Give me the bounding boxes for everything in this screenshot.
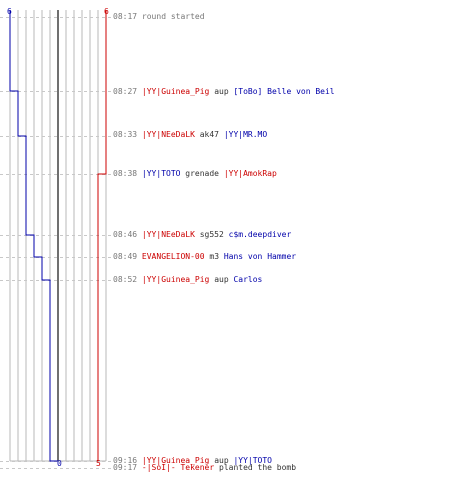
event-actor: |YY|Guinea_Pig xyxy=(141,456,210,465)
event-actor: -|SoI|- Tekener xyxy=(141,463,215,472)
event-time: 08:52 xyxy=(113,275,138,284)
kill-feed-row: 08:17 round started xyxy=(113,12,205,22)
event-actor: |YY|Guinea_Pig xyxy=(141,87,210,96)
event-action: sg552 xyxy=(199,230,224,239)
kill-feed-row: 08:49 EVANGELION-00 m3 Hans von Hammer xyxy=(113,252,296,262)
kill-feed-row: 08:33 |YY|NEeDaLK ak47 |YY|MR.MO xyxy=(113,130,267,140)
kill-feed-row: 08:38 |YY|TOTO grenade |YY|AmokRap xyxy=(113,169,277,179)
event-time: 08:33 xyxy=(113,130,138,139)
event-target: Hans von Hammer xyxy=(223,252,297,261)
kill-feed-row: 09:16 |YY|Guinea_Pig aup |YY|TOTO xyxy=(113,456,272,466)
kill-feed-row: 09:17 -|SoI|- Tekener planted the bomb xyxy=(113,463,296,473)
event-target: Carlos xyxy=(233,275,263,284)
event-target: c$m.deepdiver xyxy=(228,230,292,239)
scale-top-left: 6 xyxy=(7,7,12,16)
scale-bottom-right: 5 xyxy=(96,459,101,468)
event-action: aup xyxy=(214,87,229,96)
event-action: planted the bomb xyxy=(219,463,297,472)
kill-feed-row: 08:46 |YY|NEeDaLK sg552 c$m.deepdiver xyxy=(113,230,291,240)
event-target: [ToBo] Belle von Beil xyxy=(233,87,335,96)
kill-feed-row: 08:52 |YY|Guinea_Pig aup Carlos xyxy=(113,275,262,285)
event-time: 08:38 xyxy=(113,169,138,178)
event-time: 09:17 xyxy=(113,463,138,472)
scale-top-right: 6 xyxy=(104,7,109,16)
event-time: 08:46 xyxy=(113,230,138,239)
event-time: 09:16 xyxy=(113,456,138,465)
event-time: 08:27 xyxy=(113,87,138,96)
event-actor: |YY|NEeDaLK xyxy=(141,230,195,239)
event-action: aup xyxy=(214,456,229,465)
event-target: |YY|AmokRap xyxy=(223,169,277,178)
event-guides xyxy=(0,17,111,469)
event-target: |YY|MR.MO xyxy=(223,130,268,139)
event-action: ak47 xyxy=(199,130,219,139)
scale-bottom-left: 0 xyxy=(57,459,62,468)
event-actor: |YY|TOTO xyxy=(141,169,181,178)
event-actor: |YY|NEeDaLK xyxy=(141,130,195,139)
event-action: grenade xyxy=(185,169,219,178)
event-action: m3 xyxy=(209,252,220,261)
event-time: 08:17 xyxy=(113,12,138,21)
team-a-alive-line xyxy=(9,10,58,462)
event-actor: |YY|Guinea_Pig xyxy=(141,275,210,284)
event-actor: EVANGELION-00 xyxy=(141,252,205,261)
team-b-alive-line xyxy=(97,10,107,461)
kill-feed-row: 08:27 |YY|Guinea_Pig aup [ToBo] Belle vo… xyxy=(113,87,335,97)
event-time: 08:49 xyxy=(113,252,138,261)
event-action: aup xyxy=(214,275,229,284)
event-target: |YY|TOTO xyxy=(233,456,272,465)
event-action: round started xyxy=(141,12,205,21)
